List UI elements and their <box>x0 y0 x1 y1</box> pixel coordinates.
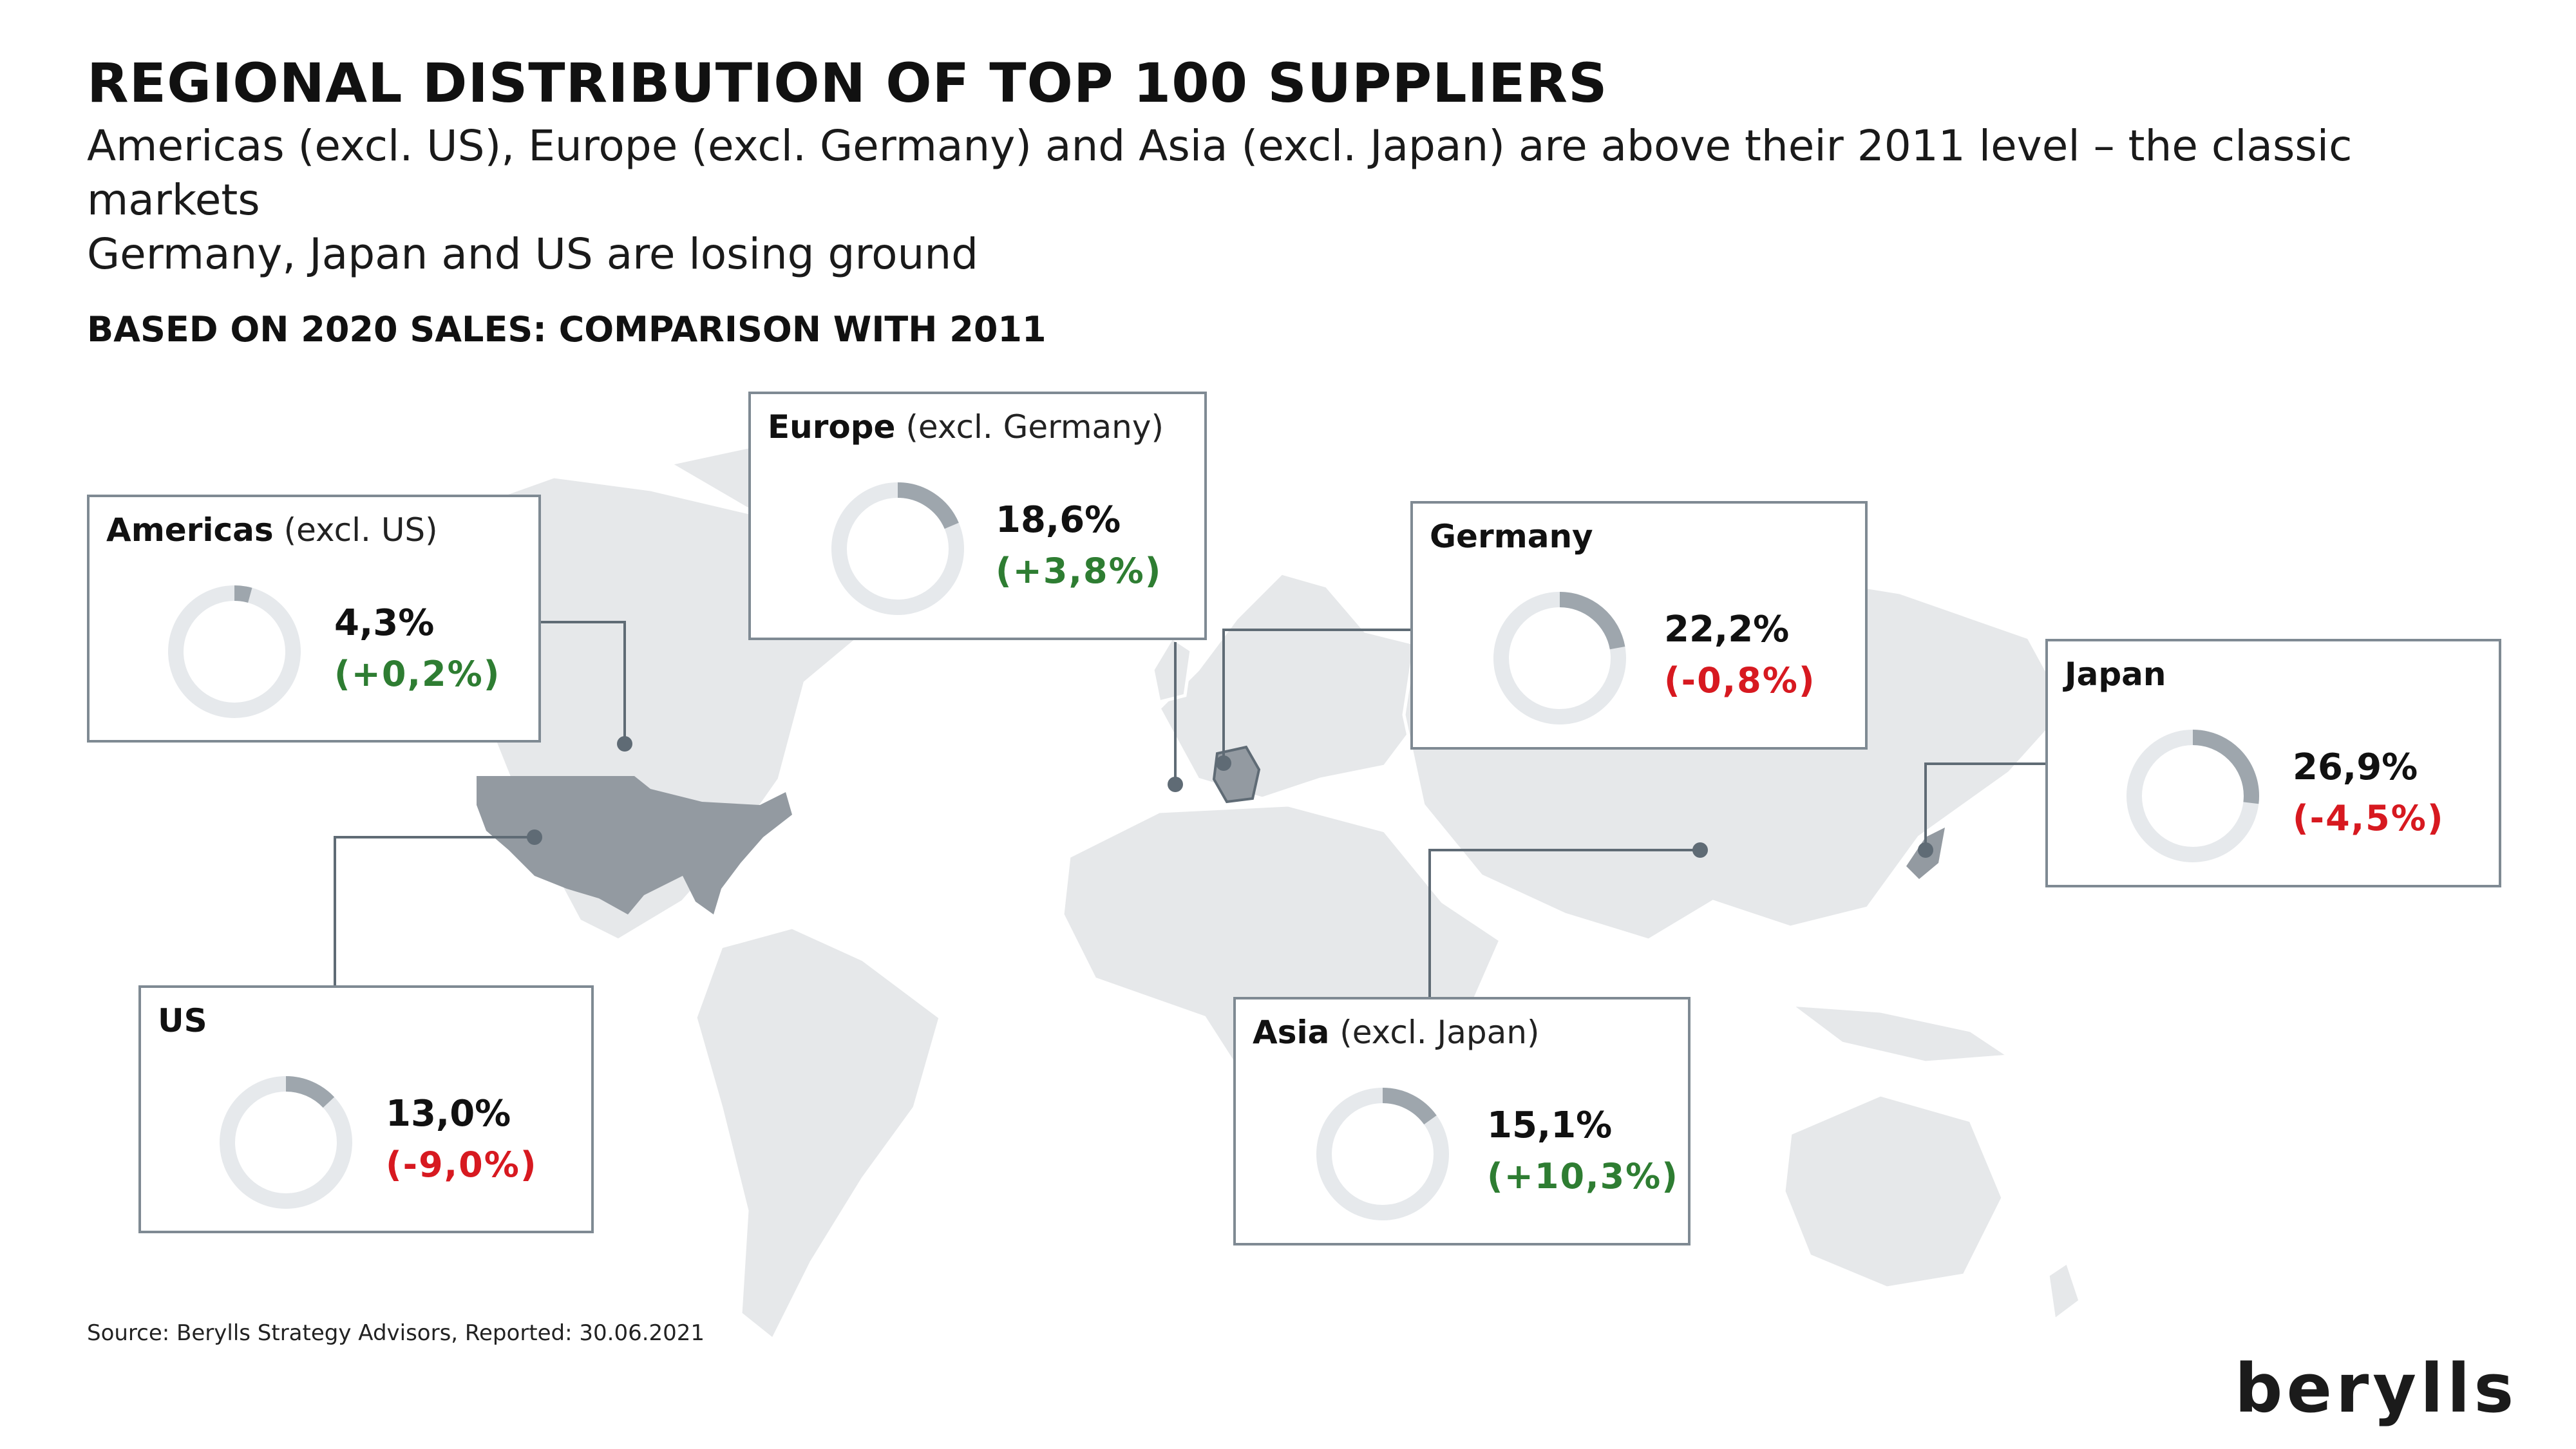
dot-europe <box>1168 777 1183 792</box>
donut-segment-share <box>168 585 301 718</box>
donut-track <box>168 585 301 718</box>
landmass-south-america <box>694 925 942 1342</box>
connector-lines <box>334 621 2045 998</box>
change-value: (+10,3%) <box>1487 1156 1679 1197</box>
connector-americas <box>541 621 626 744</box>
region-name: Germany <box>1430 518 1593 555</box>
region-qualifier: (excl. US) <box>283 511 438 549</box>
region-qualifier: (excl. Japan) <box>1340 1014 1540 1051</box>
donut-segment-share <box>1316 1088 1449 1220</box>
dot-americas <box>617 736 632 752</box>
source-note: Source: Berylls Strategy Advisors, Repor… <box>87 1320 705 1346</box>
page-subtitle: Americas (excl. US), Europe (excl. Germa… <box>87 119 2470 281</box>
connector-asia <box>1428 849 1700 998</box>
page-title: REGIONAL DISTRIBUTION OF TOP 100 SUPPLIE… <box>87 52 1608 115</box>
share-value: 15,1% <box>1487 1104 1613 1146</box>
location-dots <box>527 736 1933 858</box>
landmass-indonesia <box>1785 1002 2014 1065</box>
us-highlight <box>477 776 792 914</box>
change-value: (-9,0%) <box>386 1144 538 1185</box>
share-value: 22,2% <box>1664 609 1790 650</box>
change-value: (-0,8%) <box>1664 660 1816 701</box>
dot-japan <box>1918 842 1933 858</box>
donut-chart-americas <box>168 585 301 718</box>
region-name: Japan <box>2065 656 2166 693</box>
donut-segment-share <box>831 482 964 615</box>
region-qualifier: (excl. Germany) <box>905 408 1164 446</box>
change-value: (+0,2%) <box>334 654 501 694</box>
region-card-germany: Germany 22,2% (-0,8%) <box>1410 501 1868 750</box>
subtitle-line-1: Americas (excl. US), Europe (excl. Germa… <box>87 121 2353 225</box>
region-name: Asia <box>1253 1014 1330 1051</box>
connector-us <box>334 836 535 990</box>
connector-germany <box>1222 629 1410 763</box>
region-name: US <box>158 1002 207 1039</box>
donut-chart-asia <box>1316 1088 1449 1220</box>
dot-us <box>527 829 542 845</box>
region-card-europe: Europe (excl. Germany) 18,6% (+3,8%) <box>748 392 1207 640</box>
region-card-asia: Asia (excl. Japan) 15,1% (+10,3%) <box>1233 997 1690 1245</box>
change-value: (+3,8%) <box>996 551 1162 591</box>
subtitle-line-2: Germany, Japan and US are losing ground <box>87 229 979 279</box>
donut-chart-germany <box>1493 592 1626 724</box>
region-card-us: US 13,0% (-9,0%) <box>138 985 594 1233</box>
section-heading: BASED ON 2020 SALES: COMPARISON WITH 201… <box>87 309 1046 350</box>
donut-segment-share <box>220 1076 352 1209</box>
donut-chart-japan <box>2126 730 2259 862</box>
region-name: Europe <box>768 408 896 446</box>
connector-japan <box>1924 762 2045 850</box>
donut-chart-us <box>220 1076 352 1209</box>
dot-asia <box>1692 842 1708 858</box>
landmass-new-zealand <box>2046 1260 2082 1323</box>
dot-germany <box>1216 755 1231 771</box>
region-title: Asia (excl. Japan) <box>1253 1014 1539 1051</box>
region-title: Americas (excl. US) <box>106 511 438 549</box>
donut-segment-share <box>1493 592 1626 724</box>
region-title: Europe (excl. Germany) <box>768 408 1164 446</box>
share-value: 26,9% <box>2293 746 2418 788</box>
landmass-australia <box>1782 1093 2005 1290</box>
share-value: 18,6% <box>996 499 1121 541</box>
donut-segment-share <box>2126 730 2259 862</box>
region-name: Americas <box>106 511 274 549</box>
share-value: 13,0% <box>386 1093 511 1135</box>
germany-highlight <box>1212 745 1261 804</box>
change-value: (-4,5%) <box>2293 798 2445 838</box>
region-title: US <box>158 1002 207 1039</box>
share-value: 4,3% <box>334 602 435 644</box>
region-card-americas: Americas (excl. US) 4,3% (+0,2%) <box>87 495 541 743</box>
landmass-uk <box>1151 635 1193 705</box>
region-card-japan: Japan 26,9% (-4,5%) <box>2045 639 2501 887</box>
berylls-logo: berylls <box>2235 1349 2518 1428</box>
donut-chart-europe <box>831 482 964 615</box>
region-title: Germany <box>1430 518 1593 555</box>
region-title: Japan <box>2065 656 2166 693</box>
